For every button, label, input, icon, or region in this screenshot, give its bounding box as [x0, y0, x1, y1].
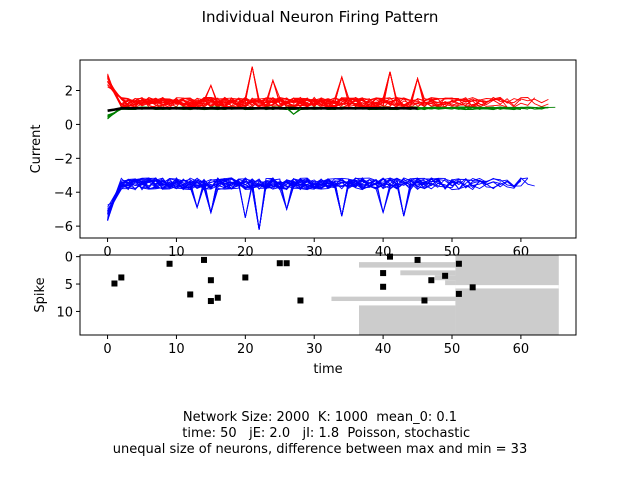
spike-marker [414, 256, 421, 263]
x-tick-label: 50 [444, 342, 461, 357]
spike-duration-bar [455, 301, 497, 306]
spike-marker [242, 274, 249, 281]
y-tick-label: 0 [65, 251, 73, 266]
current-spike-excursion [244, 66, 260, 103]
spike-x-label: time [313, 362, 342, 377]
caption-line-2: time: 50 jE: 2.0 jI: 1.8 Poisson, stocha… [169, 426, 471, 441]
current-y-label: Current [29, 125, 44, 174]
spike-duration-bar [359, 262, 456, 268]
caption-line-3: unequal size of neurons, difference betw… [112, 442, 528, 457]
current-plot: 0 10 20 30 40 50 60 −6−4−202 Current [29, 59, 577, 260]
x-tick-label: 60 [513, 342, 530, 357]
x-tick-label: 10 [168, 245, 185, 260]
current-series-line [107, 75, 405, 109]
spike-y-label: Spike [33, 277, 48, 312]
current-series-line [107, 177, 439, 221]
current-series-line [107, 177, 528, 230]
current-series-line [107, 107, 418, 112]
x-tick-label: 0 [103, 342, 111, 357]
x-tick-label: 0 [103, 245, 111, 260]
spike-marker [201, 256, 207, 263]
spike-plot-frame [79, 254, 577, 336]
spike-duration-bar [434, 275, 511, 281]
x-tick-label: 20 [237, 245, 254, 260]
spike-marker [283, 260, 290, 267]
spike-plot: 0 10 20 30 40 50 60 0 5 10 Spike time [33, 251, 577, 377]
figure-caption: Network Size: 2000 K: 1000 mean_0: 0.1 t… [0, 410, 640, 458]
spike-marker [118, 274, 125, 281]
current-series-line [107, 80, 370, 108]
current-series-line [107, 177, 432, 221]
current-spike-excursion [375, 183, 391, 213]
spike-marker [207, 277, 214, 284]
caption-line-1: Network Size: 2000 K: 1000 mean_0: 0.1 [182, 410, 458, 425]
spike-marker [421, 297, 428, 304]
current-plot-frame [79, 59, 577, 239]
spike-marker [276, 260, 283, 267]
spike-duration-bar [359, 305, 456, 335]
x-tick-label: 30 [306, 245, 323, 260]
spike-marker [469, 284, 476, 291]
current-series-line [107, 76, 508, 109]
spike-marker [214, 294, 221, 301]
spike-marker [297, 297, 304, 304]
spike-duration-bar [445, 280, 456, 286]
x-tick-label: 10 [168, 342, 185, 357]
y-tick-label: −4 [54, 186, 73, 201]
spike-marker [380, 283, 387, 290]
current-spike-excursion [203, 183, 219, 213]
spike-marker [111, 280, 118, 287]
current-spike-excursion [382, 71, 398, 103]
spike-markers [111, 253, 476, 305]
spike-marker [187, 291, 194, 298]
current-spike-excursion [410, 77, 425, 103]
spike-duration-bar [455, 288, 477, 292]
current-spike-excursion [396, 183, 412, 217]
chart-title: Individual Neuron Firing Pattern [202, 8, 439, 26]
spike-marker [455, 290, 462, 297]
current-spike-excursion [203, 84, 219, 103]
spike-marker [442, 272, 449, 279]
spike-x-ticks: 0 10 20 30 40 50 60 [103, 335, 529, 357]
spike-marker [428, 277, 435, 284]
spike-marker [380, 270, 387, 277]
current-series-line [107, 177, 529, 217]
y-tick-label: 5 [65, 278, 73, 293]
spike-marker [207, 298, 214, 305]
x-tick-label: 30 [306, 342, 323, 357]
y-tick-label: −6 [54, 220, 73, 235]
current-spike-excursion [334, 75, 350, 103]
spike-duration-bar [331, 296, 456, 302]
current-y-ticks: −6 −4 −2 0 2 [54, 85, 80, 235]
spike-marker [166, 260, 173, 267]
spike-duration-gap [455, 285, 559, 289]
current-spike-excursion [189, 183, 205, 210]
current-spike-excursion [334, 183, 350, 217]
y-tick-label: 10 [56, 305, 73, 320]
current-spike-excursion [238, 183, 253, 218]
x-tick-label: 20 [237, 342, 254, 357]
current-series-group [107, 66, 556, 230]
x-tick-label: 40 [375, 342, 392, 357]
current-series-line [107, 76, 439, 108]
current-spike-excursion [286, 107, 301, 115]
current-spike-excursion [251, 183, 267, 230]
current-spike-excursion [265, 78, 281, 103]
y-tick-label: 0 [65, 118, 73, 133]
current-spike-excursion [279, 183, 294, 211]
spike-marker [387, 253, 393, 260]
spike-duration-bar [400, 270, 456, 276]
spike-duration-bars [331, 255, 559, 335]
spike-y-ticks: 0 5 10 [56, 251, 80, 320]
y-tick-label: 2 [65, 85, 73, 100]
spike-duration-bar [455, 255, 559, 335]
y-tick-label: −2 [54, 152, 73, 167]
spike-marker [455, 260, 462, 267]
current-series-line [107, 177, 460, 221]
